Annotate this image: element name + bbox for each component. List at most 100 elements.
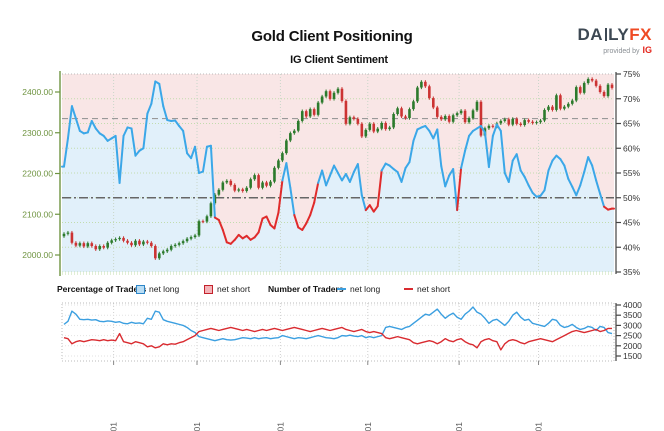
candle-body [582,83,586,93]
candle-body [138,240,141,245]
candle-body [110,240,113,243]
candle-body [90,243,94,247]
candle-body [416,87,419,102]
sentiment-line-segment [174,119,181,127]
sentiment-line-segment [491,123,498,137]
sentiment-line-segment [130,127,137,157]
sentiment-line-segment [464,134,471,152]
candle-body [269,181,272,186]
sentiment-line-segment [436,128,443,168]
price-tick-label: 2400.00 [22,87,53,97]
sentiment-line-segment [313,181,320,204]
sentiment-line-segment [523,175,530,187]
candle-body [606,84,610,97]
traders-tick-label: 3000 [623,320,642,330]
sentiment-line-segment [587,156,594,167]
sentiment-line-segment [142,112,149,150]
sentiment-line-segment [483,131,490,169]
sentiment-line-segment [527,184,534,194]
sentiment-line-segment [400,167,407,183]
candle-body [205,216,209,222]
candle-body [185,238,189,242]
pct-tick-label: 60% [623,143,640,153]
sentiment-line-segment [118,134,125,184]
pct-tick-label: 35% [623,267,640,277]
traders-tick-label: 2000 [623,341,642,351]
sentiment-line-segment [146,102,153,115]
sentiment-line-segment [408,139,415,164]
candle-body [527,120,530,122]
sentiment-line-segment [217,219,224,231]
candle-body [265,182,268,186]
traders-tick-label: 4000 [623,300,642,310]
sentiment-line-segment [539,189,546,197]
candle-body [257,175,260,188]
candle-body [324,91,328,97]
candle-body [336,88,340,93]
candle-body [487,125,491,129]
candle-body [197,221,201,236]
sentiment-line-segment [201,145,208,173]
candle-body [165,249,169,252]
candle-body [102,246,105,248]
candle-body [503,119,507,121]
candle-body [507,119,511,125]
candle-body [451,115,455,122]
pct-tick-label: 55% [623,168,640,178]
candle-body [130,242,133,246]
candle-body [420,81,423,88]
sentiment-line-segment [444,174,451,188]
candle-body [189,237,193,239]
candle-body [463,110,467,123]
candle-body [475,101,479,111]
candle-body [253,175,256,180]
candle-body [66,232,70,234]
sentiment-line-segment [356,163,363,197]
sentiment-line-segment [591,164,598,182]
sentiment-line-segment [325,174,332,187]
candle-body [400,108,403,117]
candle-body [467,118,471,123]
candle-body [169,246,173,250]
candle-body [388,127,391,130]
dailyfx-logo: DA LYFX provided by IG [578,26,652,55]
pct-tick-label: 50% [623,193,640,203]
sentiment-line-segment [62,137,69,168]
candle-body [304,111,308,117]
price-tick-label: 2300.00 [22,128,53,138]
sentiment-line-segment [102,134,109,142]
price-tick-label: 2000.00 [22,250,53,260]
candle-body [515,118,519,124]
candle-body [408,109,411,119]
candle-body [316,102,320,115]
candle-body [157,253,161,259]
candle-body [126,240,129,243]
candle-body [237,189,241,191]
candle-body [531,121,534,123]
sentiment-line-segment [301,222,308,231]
candle-body [543,109,546,121]
candle-body [447,116,451,122]
candle-body [154,246,157,259]
sentiment-line-segment [253,231,260,239]
sentiment-line-segment [305,214,312,225]
sentiment-line-segment [122,126,129,137]
traders-panel-border [61,302,615,362]
sentiment-line-segment [337,172,343,182]
candle-body [161,251,165,254]
candle-body [181,241,185,244]
candle-body [114,239,117,241]
candle-body [455,113,459,116]
pct-tick-label: 70% [623,94,640,104]
sentiment-line-segment [567,177,574,188]
sentiment-line-segment [404,161,411,170]
candle-body [594,80,598,86]
sentiment-line-segment [571,185,578,197]
candle-body [559,95,562,109]
sentiment-line-segment [257,217,264,234]
sentiment-line-segment [595,179,602,195]
candle-body [213,194,217,204]
sentiment-line-segment [412,128,419,142]
sentiment-line-segment [293,214,300,229]
candle-body [312,109,316,115]
